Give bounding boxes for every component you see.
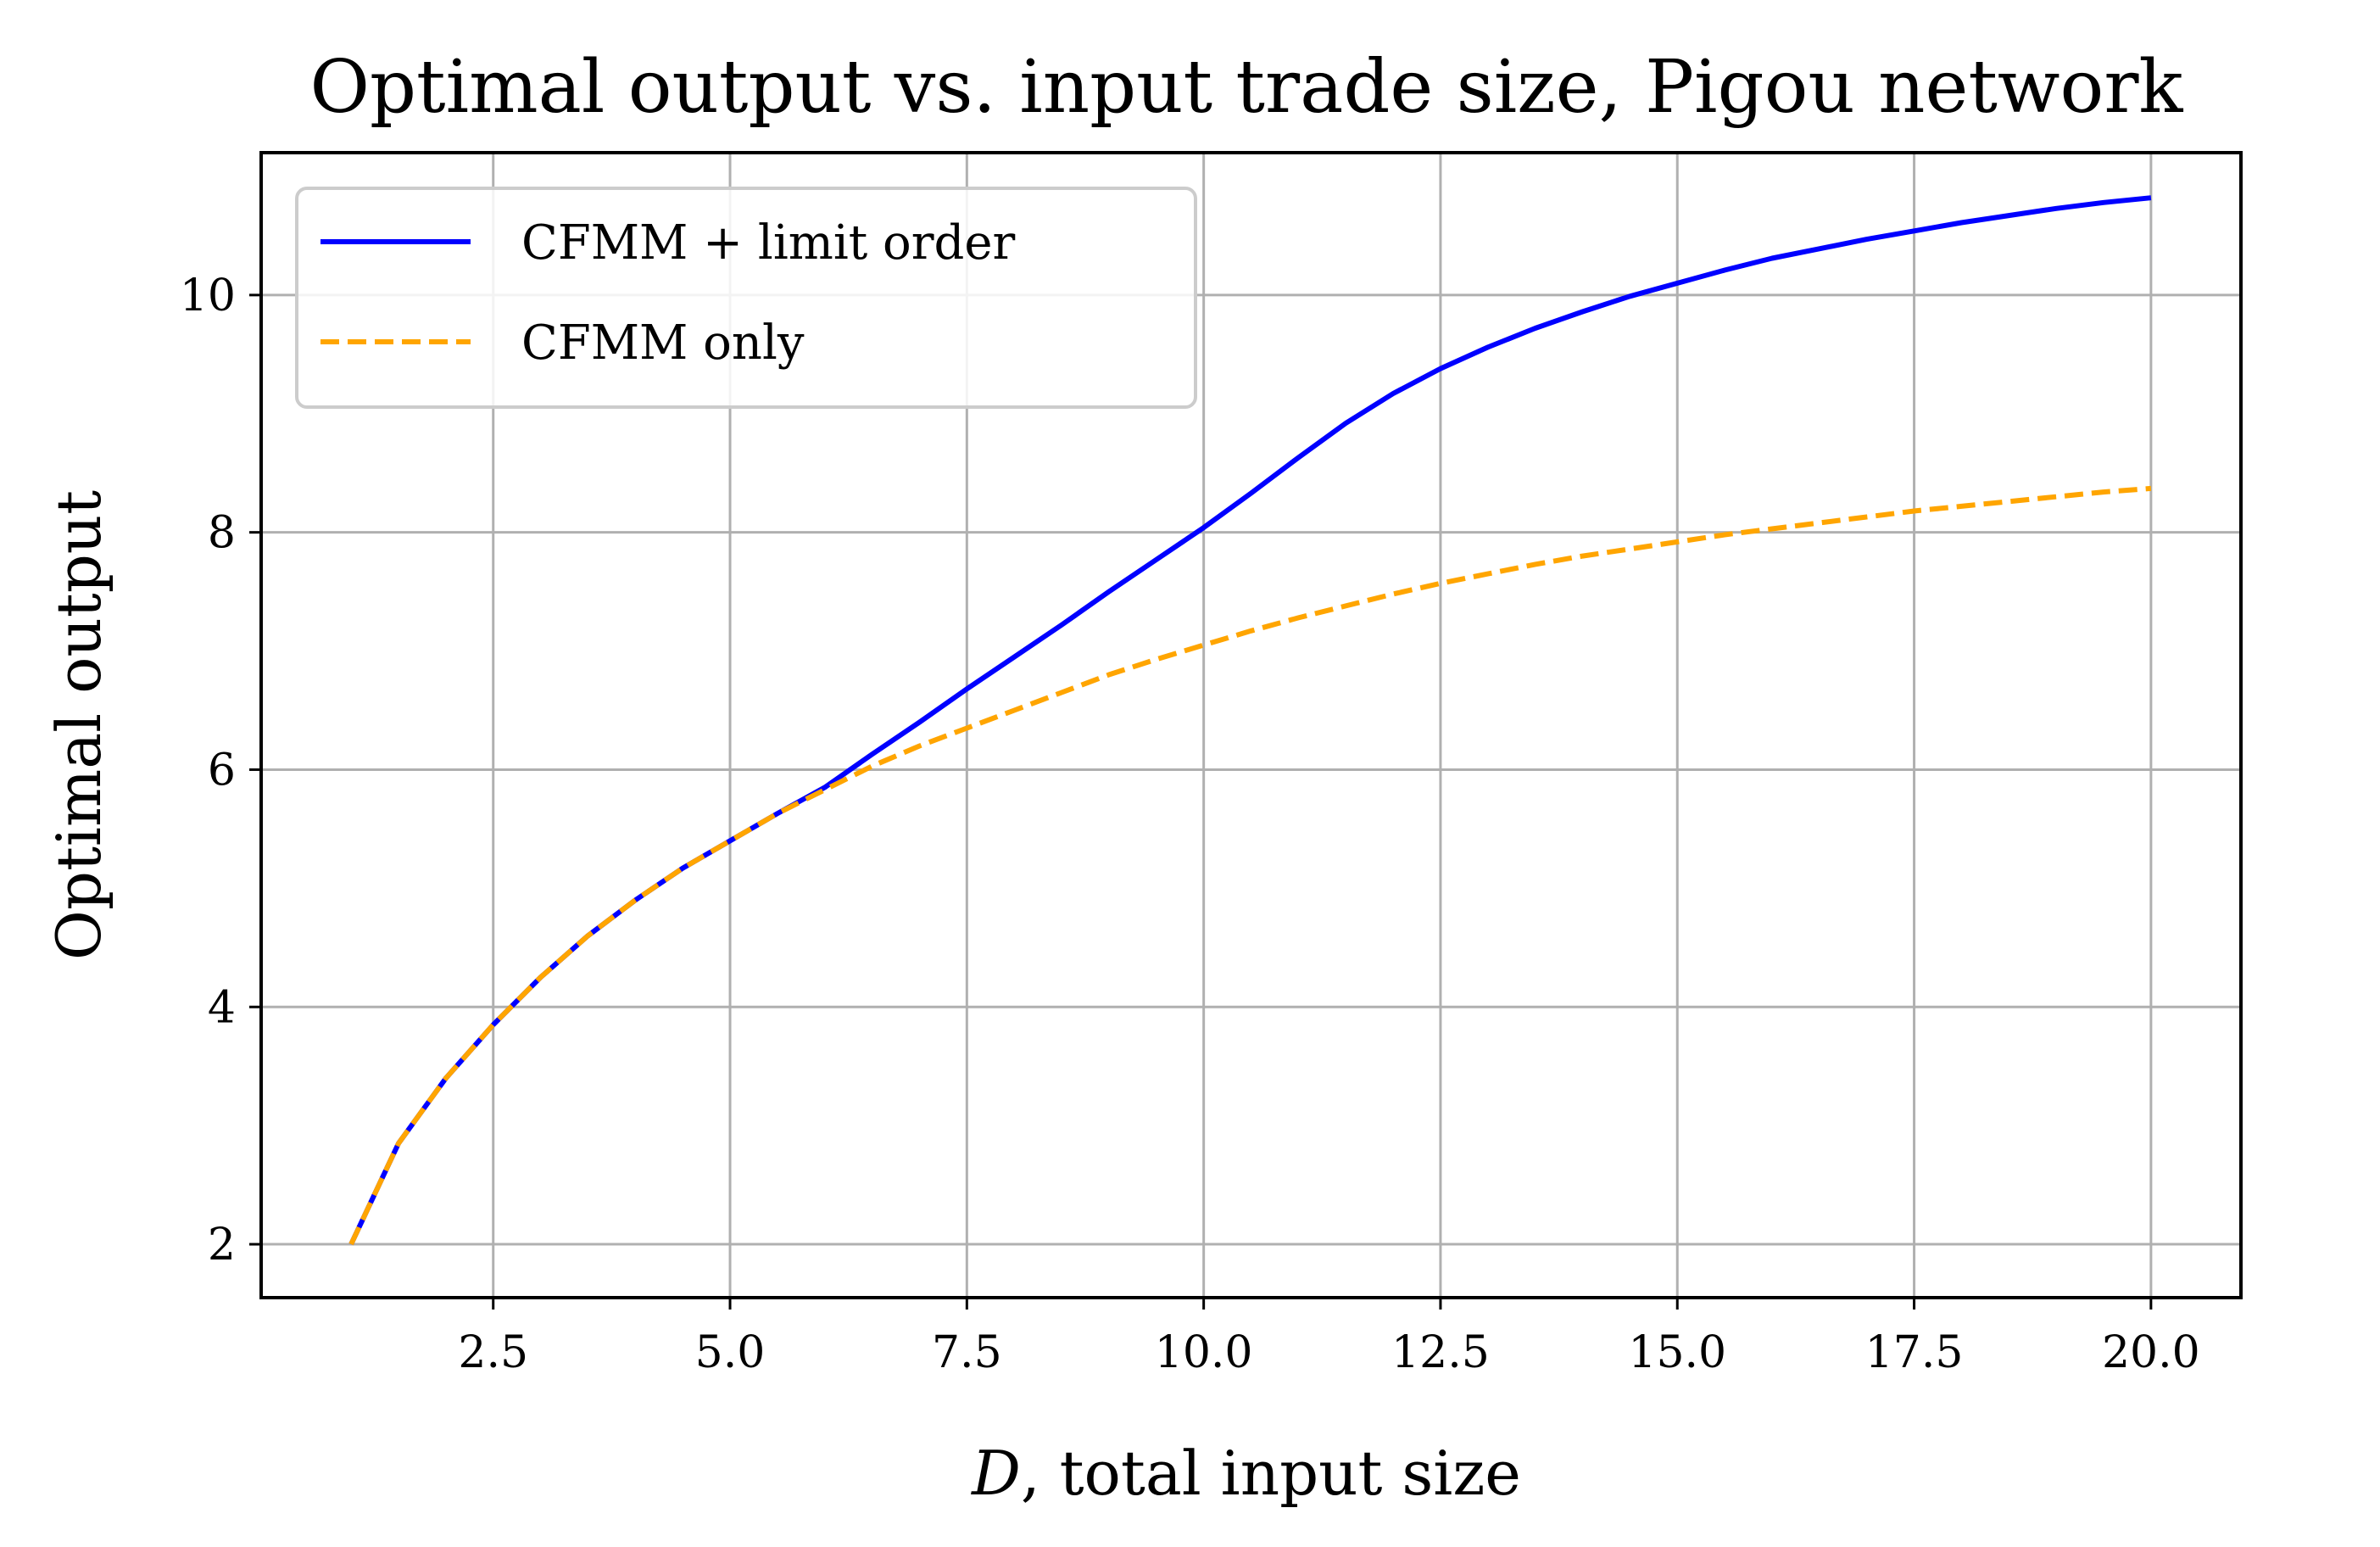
y-axis-label: Optimal output xyxy=(43,490,114,960)
x-tick-label: 7.5 xyxy=(932,1327,1002,1378)
y-ticks: 2 4 6 8 10 xyxy=(180,271,261,1271)
x-ticks: 2.5 5.0 7.5 10.0 12.5 15.0 17.5 20.0 xyxy=(458,1298,2200,1378)
x-axis-label-variable: D xyxy=(970,1438,1021,1509)
y-tick-label: 2 xyxy=(208,1220,236,1271)
series-line-cfmm-only xyxy=(348,485,2152,1246)
x-tick-label: 10.0 xyxy=(1155,1327,1253,1378)
x-axis-label: D, total input size xyxy=(970,1438,1521,1509)
x-tick-label: 12.5 xyxy=(1391,1327,1490,1378)
legend-box xyxy=(295,187,1197,409)
y-tick-label: 6 xyxy=(208,745,236,796)
x-tick-label: 17.5 xyxy=(1865,1327,1964,1378)
legend-label-cfmm-limit-order: CFMM + limit order xyxy=(521,215,1016,271)
chart-title: Optimal output vs. input trade size, Pig… xyxy=(309,45,2183,130)
plot-frame xyxy=(259,151,2243,1299)
x-tick-label: 20.0 xyxy=(2102,1327,2200,1378)
legend-label-cfmm-only: CFMM only xyxy=(521,316,805,371)
x-axis-label-text: , total input size xyxy=(1021,1438,1521,1509)
legend: CFMM + limit order CFMM only xyxy=(295,187,1197,409)
series-layer xyxy=(348,195,2152,1246)
y-tick-label: 4 xyxy=(208,982,236,1033)
y-tick-label: 10 xyxy=(180,271,236,321)
x-tick-label: 15.0 xyxy=(1628,1327,1726,1378)
x-tick-label: 5.0 xyxy=(695,1327,766,1378)
x-tick-label: 2.5 xyxy=(458,1327,528,1378)
y-tick-label: 8 xyxy=(208,508,236,559)
